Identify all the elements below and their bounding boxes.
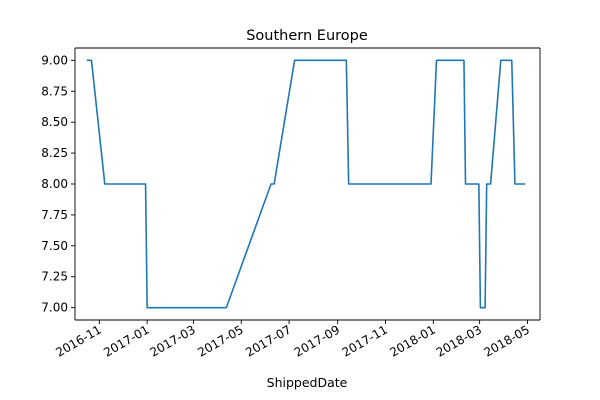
- y-tick-label: 8.75: [41, 84, 68, 98]
- y-tick-label: 7.00: [41, 301, 68, 315]
- chart-title: Southern Europe: [246, 28, 368, 44]
- y-tick-label: 7.25: [41, 270, 68, 284]
- y-tick-label: 8.00: [41, 177, 68, 191]
- y-tick-label: 8.50: [41, 115, 68, 129]
- y-tick-label: 8.25: [41, 146, 68, 160]
- y-tick-label: 7.75: [41, 208, 68, 222]
- y-tick-label: 9.00: [41, 53, 68, 67]
- series-line-0: [86, 59, 526, 309]
- y-tick-label: 7.50: [41, 239, 68, 253]
- x-axis-label: ShippedDate: [267, 375, 348, 390]
